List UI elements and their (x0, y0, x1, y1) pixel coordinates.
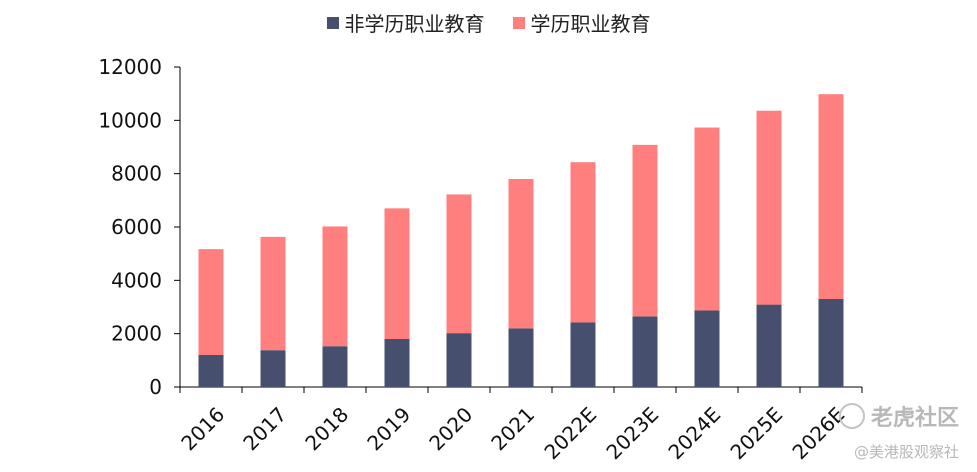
watermark-logo-text: 老虎社区 (870, 406, 959, 431)
bar-degree (570, 162, 596, 323)
legend-item-degree: 学历职业教育 (512, 8, 651, 37)
y-tick-label: 6000 (111, 215, 162, 239)
x-tick-label: 2021 (486, 402, 539, 455)
bar-non-degree (570, 322, 596, 387)
y-tick-label: 2000 (111, 322, 162, 346)
bar-degree (446, 194, 472, 334)
x-tick-label: 2017 (238, 402, 291, 455)
bar-degree (198, 249, 224, 355)
legend-label-non-degree: 非学历职业教育 (344, 12, 485, 36)
x-tick-label: 2024E (663, 402, 725, 464)
bar-non-degree (756, 304, 782, 387)
x-tick-label: 2020 (424, 402, 477, 455)
legend-item-non-degree: 非学历职业教育 (326, 8, 485, 37)
x-tick-label: 2019 (362, 402, 415, 455)
bar-degree (322, 226, 348, 347)
y-tick-label: 10000 (98, 108, 162, 132)
bar-non-degree (818, 299, 844, 387)
x-tick-label: 2018 (300, 402, 353, 455)
bar-non-degree (198, 355, 224, 387)
bar-non-degree (384, 339, 410, 387)
bar-degree (694, 127, 720, 311)
bar-degree (384, 208, 410, 339)
watermark-logo: 老虎社区 (838, 400, 959, 432)
x-tick-label: 2016 (176, 402, 229, 455)
bar-degree (260, 236, 286, 351)
bar-degree (818, 94, 844, 299)
legend-label-degree: 学历职业教育 (530, 12, 651, 36)
y-tick-label: 0 (149, 375, 162, 399)
bar-non-degree (322, 346, 348, 387)
y-tick-label: 8000 (111, 162, 162, 186)
bar-non-degree (694, 310, 720, 387)
bar-non-degree (260, 350, 286, 387)
x-tick-label: 2022E (539, 402, 601, 464)
watermark-handle: @美港股观察社 (853, 443, 959, 461)
tiger-logo-icon (838, 403, 865, 429)
bar-non-degree (632, 316, 658, 387)
bar-degree (508, 179, 534, 329)
bar-non-degree (508, 328, 534, 387)
legend-swatch-degree (512, 16, 525, 29)
y-tick-label: 12000 (98, 55, 162, 79)
legend-swatch-non-degree (326, 16, 339, 29)
bar-non-degree (446, 333, 472, 387)
chart-legend: 非学历职业教育 学历职业教育 (0, 8, 977, 37)
x-tick-label: 2025E (725, 402, 787, 464)
bar-degree (756, 110, 782, 305)
x-tick-label: 2023E (601, 402, 663, 464)
y-tick-label: 4000 (111, 268, 162, 292)
bar-degree (632, 144, 658, 317)
